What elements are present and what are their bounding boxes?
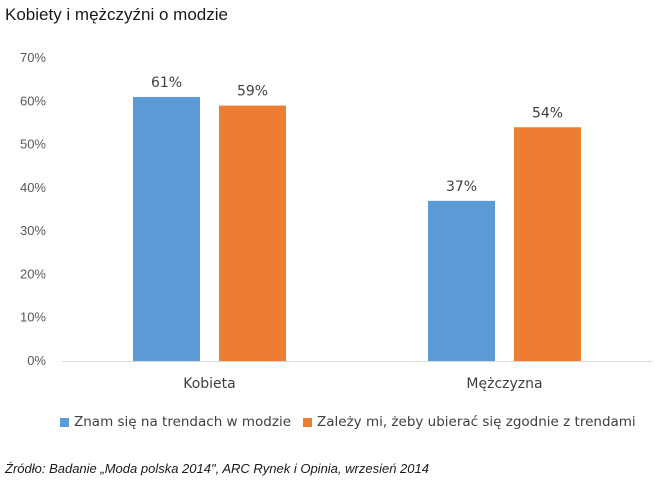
bar-1-1	[133, 96, 200, 361]
legend: Znam się na trendach w modzie Zależy mi,…	[60, 414, 648, 430]
bar-2-2	[514, 127, 581, 361]
y-tick-label: 60%	[20, 93, 46, 108]
y-tick-label: 50%	[20, 137, 46, 152]
bar-2-1	[219, 105, 286, 361]
data-label: 61%	[151, 75, 182, 91]
x-axis: Kobieta Mężczyzna	[183, 376, 542, 392]
chart-title: Kobiety i mężczyźni o modzie	[5, 5, 228, 24]
bars: 61% 59% 37% 54%	[133, 75, 581, 361]
legend-swatch-series-2	[303, 417, 312, 427]
bar-1-2	[428, 200, 495, 361]
data-label: 59%	[237, 84, 268, 100]
legend-swatch-series-1	[60, 417, 69, 427]
legend-item-series-2: Zależy mi, żeby ubierać się zgodnie z tr…	[303, 414, 636, 430]
y-tick-label: 30%	[20, 223, 46, 238]
y-tick-label: 40%	[20, 180, 46, 195]
data-label: 54%	[532, 105, 563, 121]
y-tick-label: 70%	[20, 50, 46, 65]
x-tick-label: Kobieta	[183, 376, 236, 392]
legend-label-series-2: Zależy mi, żeby ubierać się zgodnie z tr…	[317, 414, 636, 430]
y-tick-label: 10%	[20, 310, 46, 325]
data-label: 37%	[446, 179, 477, 195]
y-tick-label: 0%	[27, 353, 46, 368]
legend-label-series-1: Znam się na trendach w modzie	[74, 414, 291, 430]
x-tick-label: Mężczyzna	[466, 376, 542, 392]
bar-chart: 0% 10% 20% 30% 40% 50% 60% 70% 61% 59% 37% 54% Kob…	[20, 50, 652, 392]
y-tick-label: 20%	[20, 266, 46, 281]
y-axis: 0% 10% 20% 30% 40% 50% 60% 70%	[20, 50, 46, 368]
source-note: Źródło: Badanie „Moda polska 2014", ARC …	[5, 461, 429, 476]
legend-item-series-1: Znam się na trendach w modzie	[60, 414, 291, 430]
